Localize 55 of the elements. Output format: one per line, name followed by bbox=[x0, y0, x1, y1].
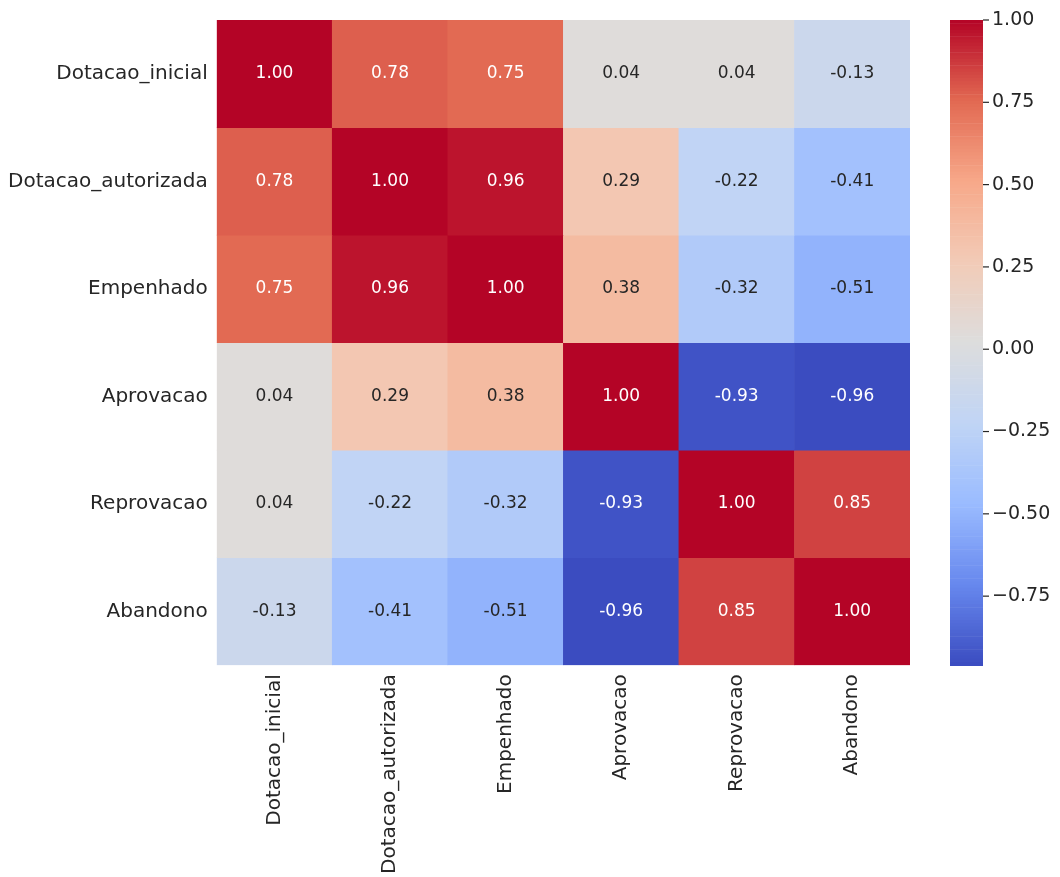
data-label: -0.51 bbox=[830, 277, 875, 298]
data-label: 0.96 bbox=[486, 169, 525, 190]
x-tick-label: Aprovacao bbox=[607, 674, 632, 781]
data-label: 1.00 bbox=[371, 169, 409, 190]
y-tick-label: Aprovacao bbox=[101, 382, 208, 407]
data-label: 0.85 bbox=[717, 599, 756, 620]
data-label: -0.93 bbox=[714, 384, 759, 405]
data-label: -0.41 bbox=[830, 169, 875, 190]
data-label: -0.13 bbox=[830, 62, 875, 83]
data-label: 0.04 bbox=[255, 384, 294, 405]
color-bar-label: 0.50 bbox=[992, 171, 1035, 194]
data-label: -0.13 bbox=[252, 599, 297, 620]
y-tick-label: Empenhado bbox=[88, 275, 208, 300]
data-label: -0.96 bbox=[830, 384, 875, 405]
data-label: 1.00 bbox=[602, 384, 641, 405]
data-label: 0.75 bbox=[486, 62, 525, 83]
x-tick-label: Empenhado bbox=[491, 674, 516, 794]
data-label: -0.51 bbox=[483, 599, 528, 620]
y-tick-label: Dotacao_autorizada bbox=[8, 167, 208, 192]
data-label: 0.96 bbox=[371, 277, 409, 298]
color-bar-label: −0.75 bbox=[992, 583, 1051, 606]
color-bar-label: 0.00 bbox=[992, 336, 1035, 359]
y-tick-label: Dotacao_inicial bbox=[56, 59, 208, 84]
color-bar-label: −0.25 bbox=[992, 418, 1051, 441]
data-label: 0.85 bbox=[833, 492, 872, 513]
data-label: 1.00 bbox=[833, 599, 872, 620]
data-label: 0.29 bbox=[602, 169, 641, 190]
x-tick-label: Reprovacao bbox=[722, 674, 747, 792]
color-bar-label: 0.25 bbox=[992, 253, 1035, 276]
data-label: 0.78 bbox=[371, 62, 409, 83]
color-bar-label: 1.00 bbox=[992, 6, 1035, 29]
data-label: -0.93 bbox=[599, 492, 644, 513]
data-label: 0.04 bbox=[602, 62, 641, 83]
data-label: 0.78 bbox=[255, 169, 294, 190]
data-label: -0.22 bbox=[714, 169, 759, 190]
color-bar-label: −0.50 bbox=[992, 500, 1051, 523]
y-tick-label: Reprovacao bbox=[90, 490, 208, 515]
data-label: -0.22 bbox=[368, 492, 413, 513]
data-label: 0.29 bbox=[371, 384, 409, 405]
color-bar-label: 0.75 bbox=[992, 89, 1035, 112]
data-label: -0.32 bbox=[714, 277, 759, 298]
data-label: -0.32 bbox=[483, 492, 528, 513]
data-label: 0.38 bbox=[486, 384, 525, 405]
data-label: 0.38 bbox=[602, 277, 641, 298]
x-tick-label: Dotacao_autorizada bbox=[376, 674, 401, 874]
y-tick-label: Abandono bbox=[106, 597, 208, 622]
data-label: 1.00 bbox=[486, 277, 525, 298]
data-label: 0.75 bbox=[255, 277, 294, 298]
data-label: -0.96 bbox=[599, 599, 644, 620]
x-tick-label: Abandono bbox=[838, 674, 863, 776]
data-label: 0.04 bbox=[717, 62, 756, 83]
data-label: -0.41 bbox=[368, 599, 413, 620]
data-label: 1.00 bbox=[717, 492, 756, 513]
data-label: 1.00 bbox=[255, 62, 294, 83]
data-label: 0.04 bbox=[255, 492, 294, 513]
